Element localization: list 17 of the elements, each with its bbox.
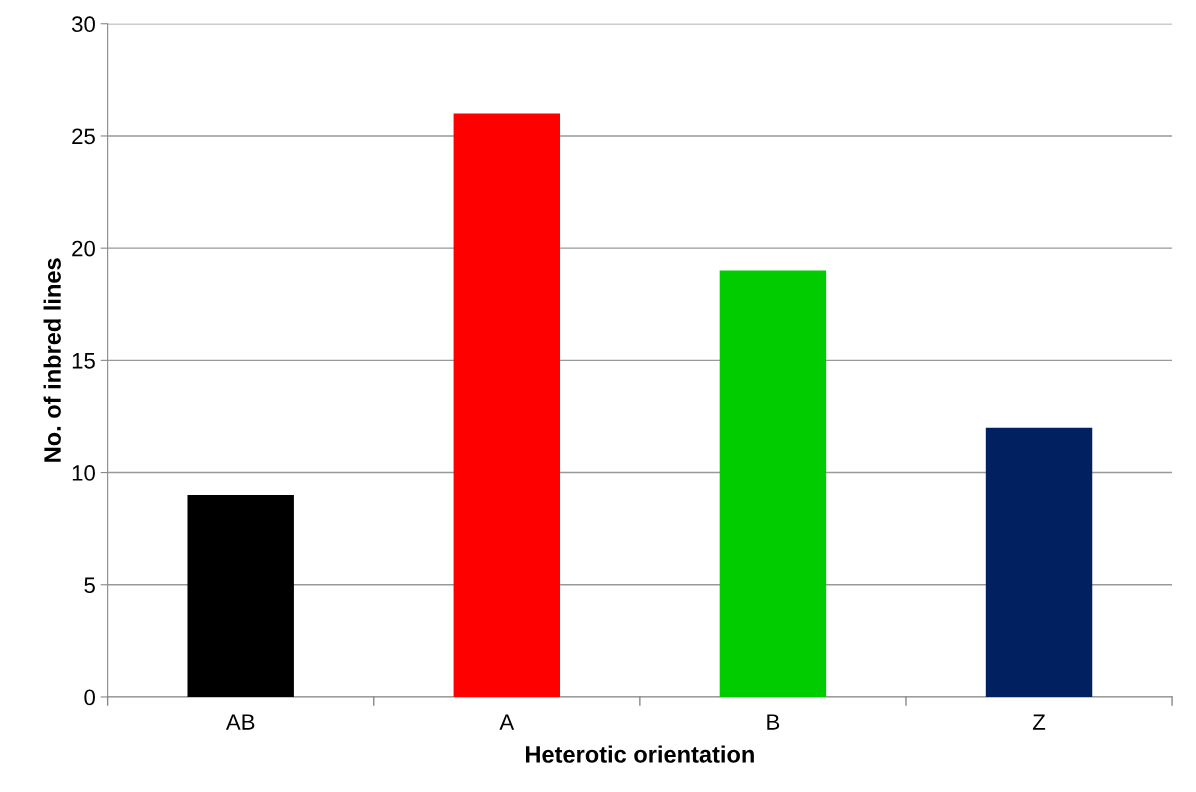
y-tick-label: 15	[72, 353, 95, 369]
x-axis-title: Heterotic orientation	[526, 745, 754, 763]
y-tick-label: 10	[72, 465, 95, 481]
bar	[453, 113, 561, 697]
y-tick-label: 5	[84, 577, 95, 594]
x-tick-label: B	[767, 714, 780, 730]
x-tick-label: AB	[225, 714, 255, 730]
x-tick-label: Z	[1032, 714, 1046, 730]
y-tick-label: 30	[71, 16, 95, 33]
bar	[719, 270, 827, 697]
y-tick-label: 20	[72, 240, 95, 257]
x-tick-label: A	[499, 714, 515, 730]
y-tick-label: 0	[84, 689, 95, 706]
bar	[985, 427, 1093, 697]
y-axis-title: No. of inbred lines	[43, 258, 61, 462]
bar	[187, 495, 294, 697]
y-tick-label: 25	[72, 128, 95, 145]
